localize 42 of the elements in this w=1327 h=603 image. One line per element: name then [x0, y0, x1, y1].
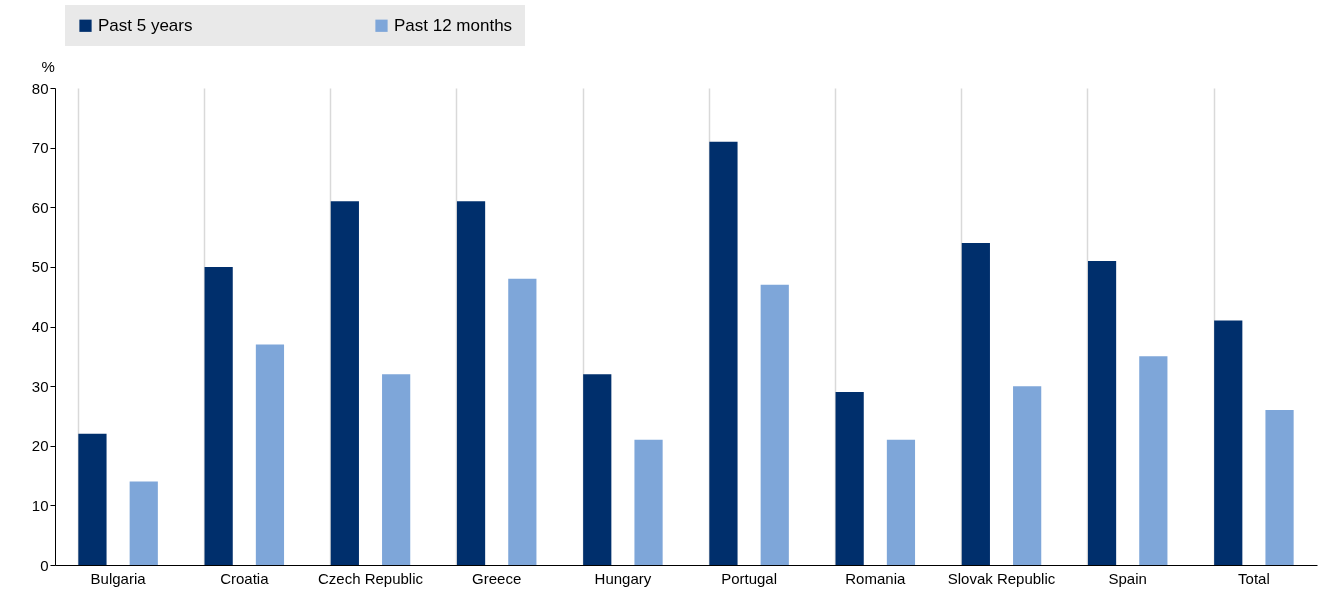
bar	[835, 392, 864, 565]
y-tick-label: 30	[31, 377, 49, 395]
x-tick-label: Hungary	[594, 569, 652, 587]
bar	[634, 439, 663, 565]
y-tick-label: 20	[31, 437, 49, 455]
x-tick-label: Bulgaria	[90, 569, 147, 587]
y-tick-label: 80	[31, 79, 49, 97]
x-tick-label: Greece	[472, 569, 522, 587]
legend-label: Past 12 months	[394, 15, 513, 35]
x-tick-label: Portugal	[721, 569, 778, 587]
bar	[129, 481, 158, 565]
x-tick-label: Spain	[1108, 569, 1147, 587]
bar	[1013, 386, 1042, 565]
y-tick-label: 60	[31, 198, 49, 216]
x-tick-label: Czech Republic	[317, 569, 424, 587]
legend-label: Past 5 years	[98, 15, 193, 35]
bar	[709, 141, 738, 565]
bar	[961, 243, 990, 565]
bar	[583, 374, 612, 565]
x-tick-label: Croatia	[220, 569, 270, 587]
y-tick-label: 10	[31, 496, 49, 514]
y-tick-label: 0	[40, 556, 49, 574]
bar	[760, 284, 789, 565]
bar	[255, 344, 285, 565]
bar	[382, 374, 411, 565]
bar	[1139, 356, 1168, 565]
x-tick-label: Slovak Republic	[947, 569, 1056, 587]
bar	[78, 433, 107, 565]
x-tick-label: Romania	[845, 569, 906, 587]
bar	[456, 201, 486, 565]
y-tick-label: 70	[31, 139, 49, 157]
bar	[886, 439, 916, 565]
y-axis-title: %	[41, 57, 55, 75]
y-tick-label: 50	[31, 258, 49, 276]
bar	[204, 266, 233, 565]
x-tick-label: Total	[1238, 569, 1270, 587]
bar	[1265, 409, 1294, 565]
bar	[1087, 260, 1117, 565]
y-tick-label: 40	[31, 318, 49, 335]
bar	[508, 278, 537, 565]
bar	[330, 201, 359, 565]
bar	[1214, 320, 1243, 565]
